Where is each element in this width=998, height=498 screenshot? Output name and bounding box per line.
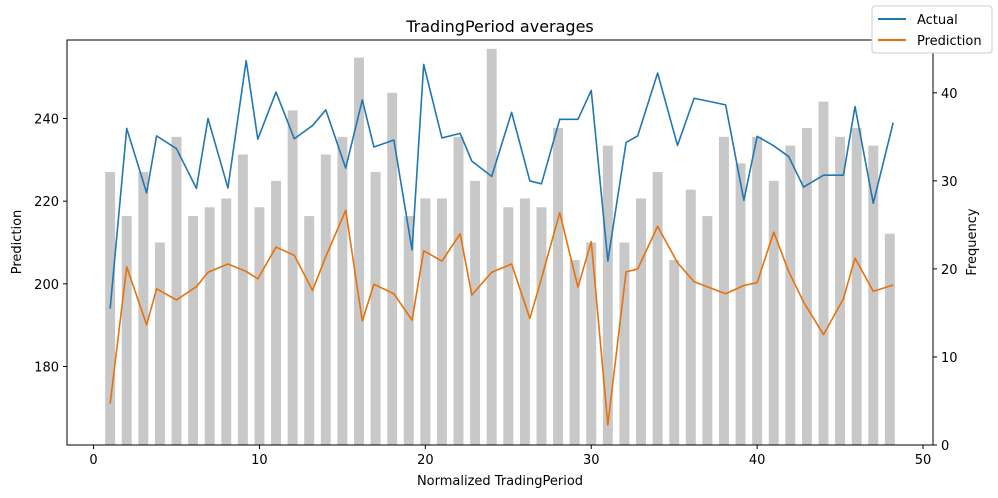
chart-title: TradingPeriod averages: [405, 17, 594, 36]
frequency-bar: [536, 207, 547, 445]
y2-tick-label: 20: [941, 263, 958, 278]
frequency-bar: [553, 128, 564, 446]
y2-tick-label: 10: [941, 351, 958, 366]
frequency-bar: [188, 216, 199, 445]
y-tick-label: 220: [34, 195, 59, 210]
frequency-bar: [652, 172, 663, 445]
frequency-bar: [320, 154, 331, 445]
frequency-bar: [735, 163, 746, 445]
frequency-bar: [121, 216, 132, 445]
frequency-bar: [835, 136, 846, 445]
y-tick-label: 180: [34, 360, 59, 375]
x-tick-label: 50: [915, 453, 932, 468]
axis-ticks: 0 10 20 30 40 50 180 200 220 240 0 10 20 30 40: [34, 87, 957, 468]
y2-tick-label: 0: [941, 439, 949, 454]
frequency-bar: [403, 216, 414, 445]
series-lines: [109, 59, 894, 426]
legend-actual-label: Actual: [917, 13, 958, 28]
frequency-bar: [138, 172, 149, 445]
frequency-bar: [287, 110, 298, 446]
frequency-bar: [519, 198, 530, 445]
frequency-bar: [453, 136, 464, 445]
frequency-bar: [818, 101, 829, 445]
legend-box: [871, 5, 993, 54]
frequency-bar: [154, 242, 165, 445]
frequency-bar: [171, 136, 182, 445]
frequency-bar: [851, 128, 862, 446]
series-line-actual: [109, 59, 894, 309]
plot-frame: [66, 39, 934, 446]
frequency-bar: [254, 207, 265, 445]
frequency-bar: [436, 198, 447, 445]
series-line-prediction: [109, 209, 894, 426]
frequency-bar: [768, 180, 779, 445]
x-axis-label: Normalized TradingPeriod: [417, 474, 583, 489]
x-tick-label: 10: [251, 453, 268, 468]
y2-tick-label: 30: [941, 175, 958, 190]
frequency-bar: [619, 242, 630, 445]
frequency-bar: [486, 48, 497, 446]
frequency-bar: [354, 57, 364, 446]
y-tick-label: 240: [34, 113, 59, 128]
frequency-bar: [602, 145, 613, 445]
frequency-bar: [569, 260, 580, 445]
y-tick-label: 200: [34, 278, 59, 293]
x-tick-label: 20: [417, 453, 434, 468]
frequency-bar: [636, 198, 646, 445]
frequency-bar: [718, 136, 729, 445]
frequency-bar: [685, 189, 696, 445]
x-tick-label: 30: [583, 453, 600, 468]
frequency-bar: [752, 136, 763, 445]
frequency-bar: [221, 198, 232, 445]
frequency-bars: [105, 48, 895, 446]
x-tick-label: 0: [89, 453, 97, 468]
frequency-bar: [503, 207, 514, 445]
frequency-bar: [204, 207, 215, 445]
frequency-bar: [785, 145, 796, 445]
legend-prediction-label: Prediction: [917, 34, 982, 49]
frequency-bar: [420, 198, 431, 445]
frequency-bar: [370, 172, 381, 445]
frequency-bar: [884, 233, 895, 445]
y-axis-label: Prediction: [10, 210, 25, 275]
frequency-bar: [304, 216, 315, 445]
frequency-bar: [586, 242, 597, 445]
frequency-bar: [237, 154, 248, 445]
frequency-bar: [702, 216, 713, 445]
frequency-bar: [337, 136, 348, 445]
y2-axis-label: Frequency: [965, 208, 980, 275]
frequency-bar: [801, 128, 812, 446]
frequency-bar: [470, 180, 481, 445]
frequency-bar: [669, 260, 680, 445]
x-tick-label: 40: [749, 453, 766, 468]
frequency-bar: [868, 145, 879, 445]
legend: Actual Prediction: [871, 5, 993, 54]
frequency-bar: [387, 92, 398, 445]
frequency-bar: [271, 180, 282, 445]
y2-tick-label: 40: [941, 87, 958, 102]
